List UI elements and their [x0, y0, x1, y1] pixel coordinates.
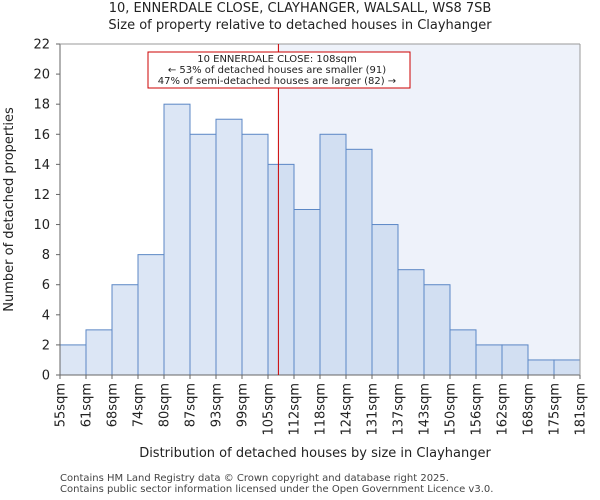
bar-105sqm: [267, 163, 295, 376]
chart-title: 10, ENNERDALE CLOSE, CLAYHANGER, WALSALL…: [108, 1, 492, 16]
footer-line-2: Contains public sector information licen…: [60, 484, 494, 495]
bar-150sqm: [449, 329, 477, 376]
bar-61sqm: [85, 329, 113, 376]
bar-118sqm: [319, 133, 347, 376]
x-tick-label: 61sqm: [80, 383, 95, 427]
x-tick-label: 99sqm: [236, 383, 251, 427]
y-tick-label: 10: [33, 218, 50, 233]
x-tick-label: 124sqm: [340, 383, 355, 436]
y-tick-label: 22: [33, 38, 50, 53]
y-axis-label: Number of detached properties: [2, 107, 17, 312]
x-tick-label: 112sqm: [288, 383, 303, 436]
bar-124sqm: [345, 148, 373, 376]
bar-68sqm: [111, 284, 139, 376]
x-tick-label: 150sqm: [444, 383, 459, 436]
x-tick-label: 80sqm: [158, 383, 173, 427]
x-tick-labels: 55sqm 61sqm 68sqm 74sqm 80sqm 87sqm 93sqm 99sqm…: [54, 375, 589, 436]
x-tick-label: 137sqm: [392, 383, 407, 436]
x-tick-label: 68sqm: [106, 383, 121, 427]
bar-168sqm: [527, 359, 555, 376]
footer-line-1: Contains HM Land Registry data © Crown c…: [60, 473, 449, 484]
x-tick-label: 162sqm: [496, 383, 511, 436]
annotation-line-2: ← 53% of detached houses are smaller (91…: [168, 65, 386, 76]
annotation-line-3: 47% of semi-detached houses are larger (…: [158, 76, 396, 87]
y-tick-label: 16: [33, 128, 50, 143]
bar-137sqm: [397, 269, 425, 376]
x-tick-label: 181sqm: [574, 383, 589, 436]
x-tick-label: 175sqm: [548, 383, 563, 436]
bar-99sqm: [241, 133, 269, 376]
y-tick-label: 8: [42, 248, 50, 263]
x-tick-label: 93sqm: [210, 383, 225, 427]
bar-175sqm: [553, 359, 581, 376]
x-tick-label: 131sqm: [366, 383, 381, 436]
bar-112sqm: [293, 209, 321, 376]
bar-87sqm: [189, 133, 217, 376]
y-tick-label: 4: [42, 308, 50, 323]
bar-55sqm: [59, 344, 87, 376]
chart-subtitle: Size of property relative to detached ho…: [108, 18, 492, 33]
bar-74sqm: [137, 254, 165, 376]
y-tick-labels: 0 2 4 6 8 10 12 14 16 18 20 22: [33, 38, 60, 384]
y-tick-label: 20: [33, 68, 50, 83]
x-tick-label: 168sqm: [522, 383, 537, 436]
annotation-line-1: 10 ENNERDALE CLOSE: 108sqm: [197, 54, 357, 65]
y-tick-label: 14: [33, 158, 50, 173]
y-tick-label: 0: [42, 369, 50, 384]
x-axis-label: Distribution of detached houses by size …: [139, 446, 491, 461]
x-tick-label: 143sqm: [418, 383, 433, 436]
bar-156sqm: [475, 344, 503, 376]
y-tick-label: 18: [33, 98, 50, 113]
x-tick-label: 74sqm: [132, 383, 147, 427]
y-tick-label: 2: [42, 338, 50, 353]
y-tick-label: 6: [42, 278, 50, 293]
x-tick-label: 105sqm: [262, 383, 277, 436]
x-tick-label: 55sqm: [54, 383, 69, 427]
annotation-box: [147, 51, 411, 89]
bar-143sqm: [423, 284, 451, 376]
y-tick-label: 12: [33, 188, 50, 203]
bars-group: [59, 103, 581, 376]
bar-93sqm: [215, 118, 243, 376]
x-tick-label: 118sqm: [314, 383, 329, 436]
x-tick-label: 87sqm: [184, 383, 199, 427]
bar-80sqm: [163, 103, 191, 376]
x-tick-label: 156sqm: [470, 383, 485, 436]
bar-162sqm: [501, 344, 529, 376]
bar-131sqm: [371, 224, 399, 376]
